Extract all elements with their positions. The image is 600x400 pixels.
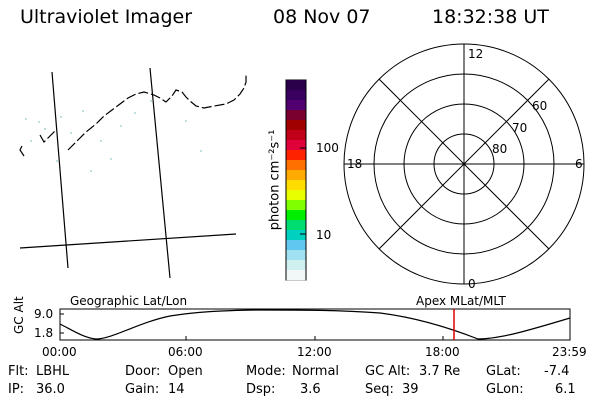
colorbar-tick-100: 100: [316, 141, 339, 155]
info-gain-value: 14: [168, 382, 185, 397]
mlt-label-bottom: 0: [468, 277, 476, 291]
timeline-frame: [59, 308, 571, 341]
mlt-label-right: 6: [575, 157, 583, 171]
info-glat-key: GLat:: [486, 364, 521, 379]
timeline-y-tick-low: 1.8: [34, 326, 54, 340]
lat-label-80: 80: [492, 142, 508, 156]
mlt-label-top: 12: [468, 47, 484, 61]
colorbar-cell: [286, 80, 306, 91]
colorbar-cell: [286, 250, 306, 261]
colorbar-cell: [286, 260, 306, 271]
instrument-title: Ultraviolet Imager: [20, 6, 193, 28]
timeline-y-tick-high: 9.0: [34, 307, 54, 321]
time-label: 18:32:38 UT: [432, 6, 549, 28]
mlt-line-diag-2: [378, 78, 550, 250]
emission-speckles: [25, 100, 202, 172]
info-glat-value: -7.4: [544, 364, 570, 379]
info-door-key: Door:: [125, 364, 161, 379]
info-glon-value: 6.1: [555, 382, 576, 397]
timeline-x-tick-2359: 23:59: [552, 345, 587, 359]
timeline-x-tick-1200: 12:00: [297, 345, 332, 359]
meridian-line-2: [149, 67, 171, 279]
info-gcalt-key: GC Alt:: [365, 364, 411, 379]
info-flt-key: Flt:: [8, 364, 29, 379]
colorbar-cell: [286, 210, 306, 221]
colorbar-cell: [286, 90, 306, 101]
info-dsp-key: Dsp:: [246, 382, 276, 397]
meridian-line-1: [51, 71, 69, 269]
timeline-x-tick-0000: 00:00: [42, 345, 77, 359]
colorbar-cell: [286, 110, 306, 121]
geographic-caption: Geographic Lat/Lon: [70, 294, 188, 308]
info-dsp-value: 3.6: [300, 382, 321, 397]
altitude-curve: [59, 309, 571, 340]
colorbar-cell: [286, 270, 306, 281]
info-gcalt-value: 3.7 Re: [419, 364, 461, 379]
colorbar-cell: [286, 200, 306, 211]
timeline-x-tick-0600: 06:00: [168, 345, 203, 359]
timeline-x-tick-1800: 18:00: [425, 345, 460, 359]
coastline-fragment: [19, 145, 25, 157]
mlt-label-left: 18: [347, 157, 363, 171]
colorbar-cell: [286, 180, 306, 191]
colorbar-cell: [286, 190, 306, 201]
colorbar-cell: [286, 230, 306, 241]
info-ip-key: IP:: [8, 382, 25, 397]
info-mode-key: Mode:: [246, 364, 286, 379]
lat-label-70: 70: [512, 121, 528, 135]
colorbar-cell: [286, 140, 306, 151]
colorbar-cell: [286, 120, 306, 131]
colorbar-cell: [286, 170, 306, 181]
info-ip-value: 36.0: [36, 382, 65, 397]
info-flt-value: LBHL: [36, 364, 70, 379]
colorbar-cell: [286, 240, 306, 251]
colorbar-cell: [286, 130, 306, 141]
info-door-value: Open: [168, 364, 203, 379]
colorbar-cell: [286, 220, 306, 231]
info-glon-key: GLon:: [486, 382, 524, 397]
info-gain-key: Gain:: [125, 382, 160, 397]
coastline: [39, 74, 247, 151]
timeline-y-axis-label: GC Alt: [12, 296, 26, 334]
parallel-line: [19, 233, 237, 249]
apex-caption: Apex MLat/MLT: [416, 294, 506, 308]
lat-label-60: 60: [532, 99, 548, 113]
info-seq-key: Seq:: [365, 382, 394, 397]
info-mode-value: Normal: [292, 364, 340, 379]
colorbar-tick-10: 10: [316, 228, 332, 242]
colorbar-cell: [286, 100, 306, 111]
colorbar-cell: [286, 160, 306, 171]
colorbar-cell: [286, 150, 306, 161]
info-seq-value: 39: [402, 382, 419, 397]
date-label: 08 Nov 07: [273, 6, 371, 28]
